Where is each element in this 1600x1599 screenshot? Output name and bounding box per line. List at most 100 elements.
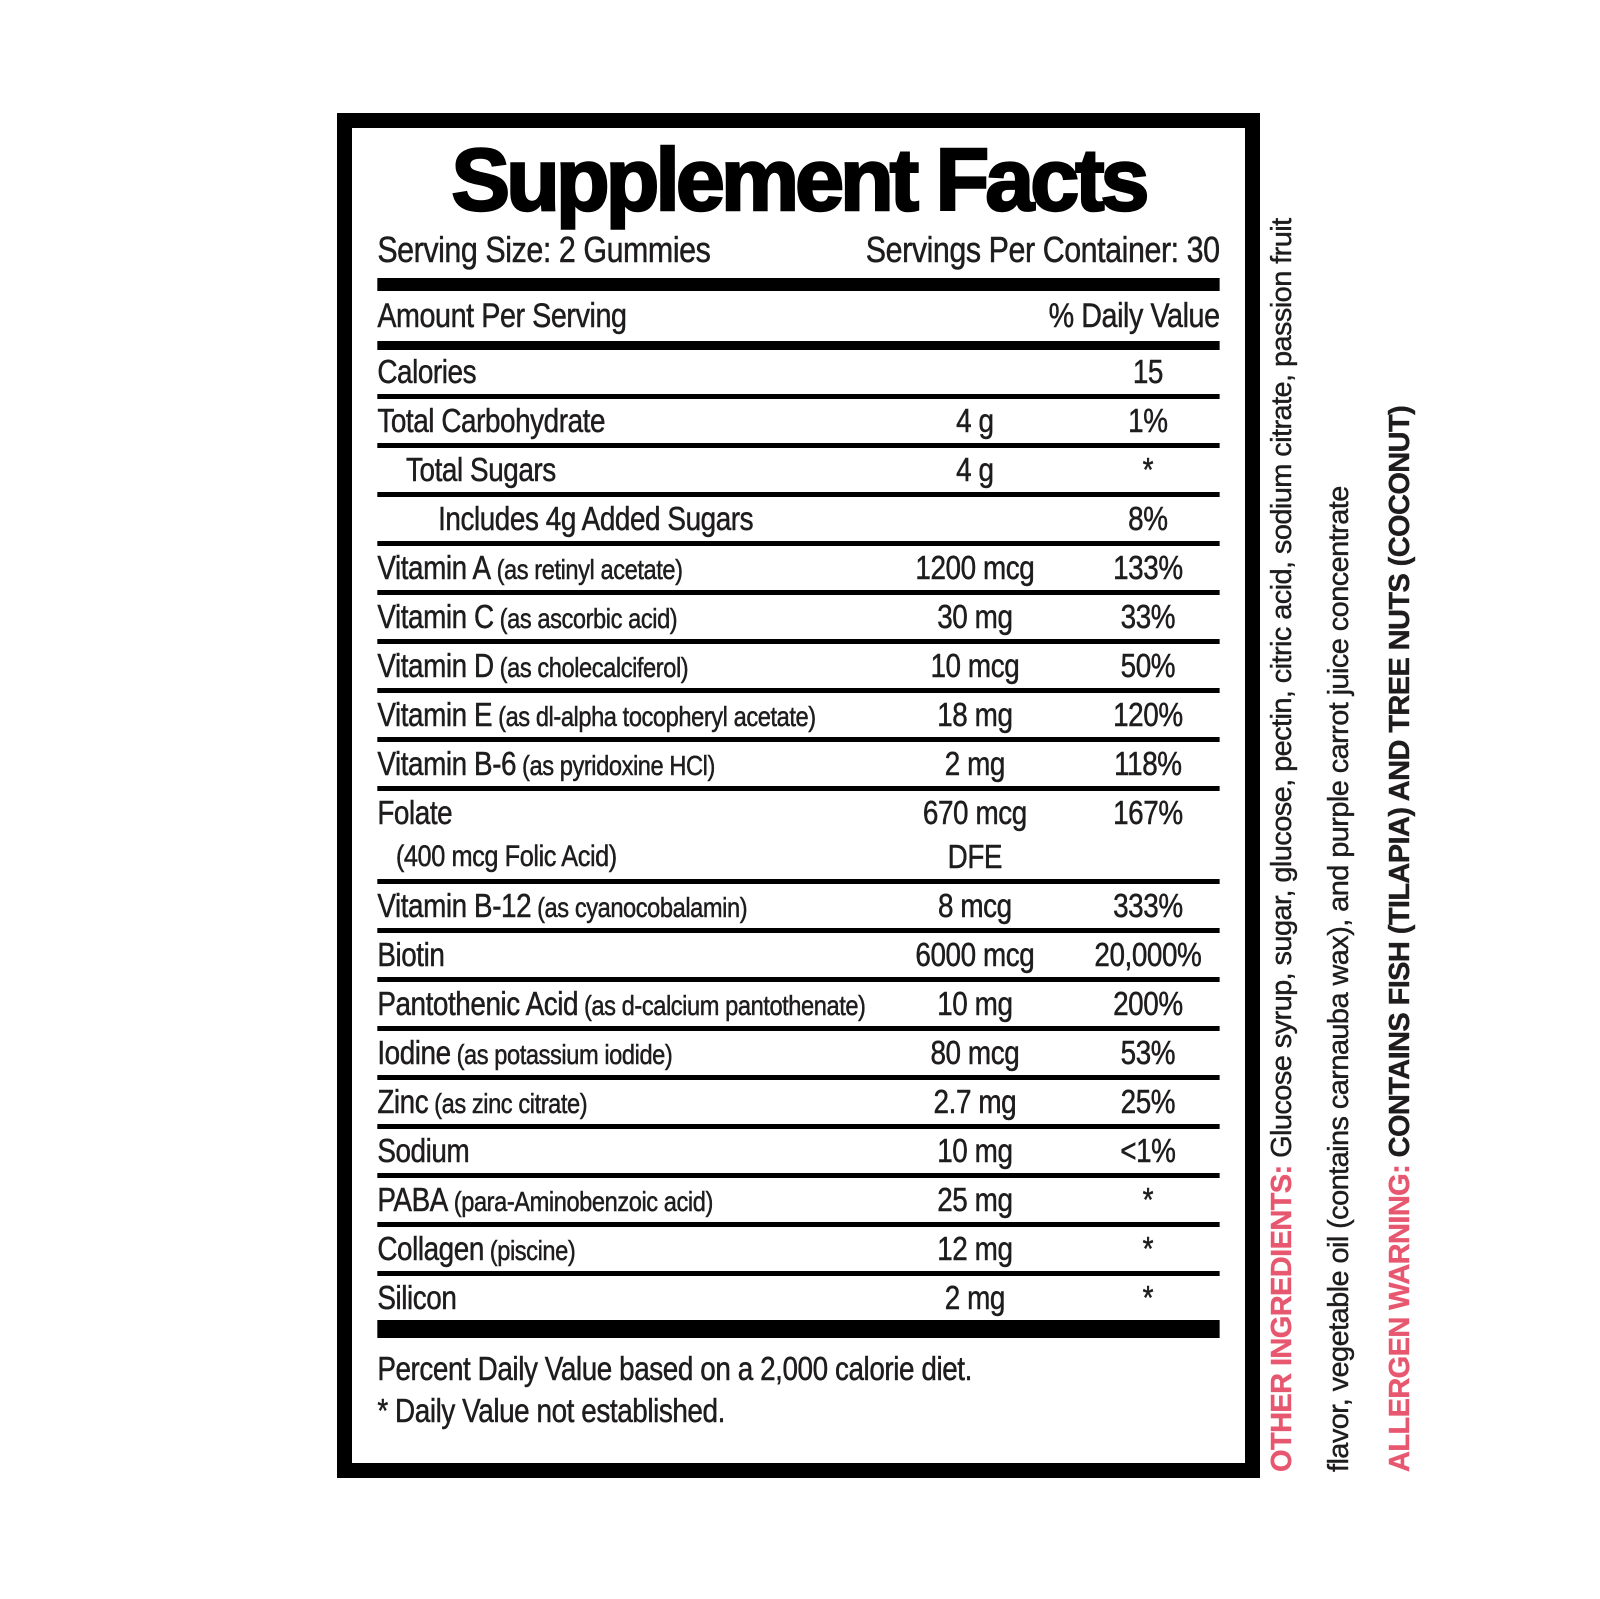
- nutrient-table: Calories 15 Total Carbohydrate 4 g 1% To…: [377, 350, 1220, 1325]
- table-row: Silicon 2 mg *: [377, 1276, 1220, 1325]
- nutrient-amount-cell: 25 mg: [937, 1181, 1013, 1219]
- nutrient-name-cell: Vitamin C (as ascorbic acid): [377, 598, 678, 636]
- nutrient-dv-cell: <1%: [1120, 1132, 1176, 1170]
- other-ingredients-label: OTHER INGREDIENTS:: [1266, 1165, 1298, 1472]
- table-row: Total Sugars 4 g *: [377, 448, 1220, 497]
- nutrient-name-cell: Folate (400 mcg Folic Acid): [377, 794, 617, 874]
- nutrient-amount-cell: 6000 mcg: [915, 936, 1035, 974]
- other-ingredients-text-1: Glucose syrup, sugar, glucose, pectin, c…: [1266, 218, 1298, 1166]
- nutrient-name-cell: Sodium: [377, 1132, 470, 1170]
- nutrient-name-cell: Collagen (piscine): [377, 1230, 576, 1268]
- nutrient-amount-cell: 10 mcg: [930, 647, 1020, 685]
- nutrient-amount-cell: 2.7 mg: [933, 1083, 1017, 1121]
- allergen-warning-text: CONTAINS FISH (TILAPIA) AND TREE NUTS (C…: [1384, 405, 1416, 1165]
- nutrient-dv-cell: 33%: [1120, 598, 1176, 636]
- nutrient-dv-cell: 118%: [1114, 745, 1182, 783]
- nutrient-amount-cell: 2 mg: [944, 1279, 1006, 1317]
- nutrient-name-cell: Zinc (as zinc citrate): [377, 1083, 588, 1121]
- table-row: Iodine (as potassium iodide) 80 mcg 53%: [377, 1031, 1220, 1080]
- nutrient-name-cell: Vitamin B-12 (as cyanocobalamin): [377, 887, 748, 925]
- nutrient-dv-cell: *: [1142, 451, 1154, 489]
- nutrient-dv-cell: *: [1142, 1181, 1154, 1219]
- table-row: Folate (400 mcg Folic Acid) 670 mcg DFE …: [377, 791, 1220, 884]
- nutrient-name-cell: Vitamin A (as retinyl acetate): [377, 549, 683, 587]
- nutrient-amount-cell: 30 mg: [937, 598, 1013, 636]
- table-row: Biotin 6000 mcg 20,000%: [377, 933, 1220, 982]
- table-row: Vitamin C (as ascorbic acid) 30 mg 33%: [377, 595, 1220, 644]
- table-row: Sodium 10 mg <1%: [377, 1129, 1220, 1178]
- nutrient-dv-cell: 15: [1132, 353, 1164, 391]
- table-row: Total Carbohydrate 4 g 1%: [377, 399, 1220, 448]
- panel-inner: Supplement Facts Serving Size: 2 Gummies…: [352, 128, 1245, 1432]
- table-row: Vitamin E (as dl-alpha tocopheryl acetate…: [377, 693, 1220, 742]
- nutrient-amount-cell: 80 mcg: [930, 1034, 1020, 1072]
- divider-thick: [377, 1325, 1220, 1338]
- nutrient-name-cell: Vitamin D (as cholecalciferol): [377, 647, 689, 685]
- nutrient-name-cell: Iodine (as potassium iodide): [377, 1034, 673, 1072]
- other-ingredients-line-1: OTHER INGREDIENTS: Glucose syrup, sugar,…: [1254, 100, 1311, 1472]
- table-row: Pantothenic Acid (as d-calcium pantothena…: [377, 982, 1220, 1031]
- table-row: Collagen (piscine) 12 mg *: [377, 1227, 1220, 1276]
- nutrient-dv-cell: 25%: [1120, 1083, 1176, 1121]
- nutrient-name-cell: PABA (para-Aminobenzoic acid): [377, 1181, 713, 1219]
- side-vertical-text: OTHER INGREDIENTS: Glucose syrup, sugar,…: [1254, 100, 1444, 1472]
- nutrient-name-cell: Pantothenic Acid (as d-calcium pantothena…: [377, 985, 866, 1023]
- nutrient-amount-cell: 18 mg: [937, 696, 1013, 734]
- table-header-row: Amount Per Serving % Daily Value: [377, 291, 1220, 341]
- servings-per-container: Servings Per Container: 30: [865, 229, 1221, 271]
- table-row: Vitamin A (as retinyl acetate) 1200 mcg 1…: [377, 546, 1220, 595]
- nutrient-dv-cell: *: [1142, 1279, 1154, 1317]
- nutrient-dv-cell: *: [1142, 1230, 1154, 1268]
- serving-size: Serving Size: 2 Gummies: [377, 229, 711, 271]
- nutrient-amount-cell: 2 mg: [944, 745, 1006, 783]
- footnote-not-established: * Daily Value not established.: [377, 1392, 725, 1430]
- nutrient-name-cell: Vitamin B-6 (as pyridoxine HCl): [377, 745, 715, 783]
- nutrient-dv-cell: 20,000%: [1094, 936, 1202, 974]
- divider-medium: [377, 341, 1220, 350]
- nutrient-amount-cell: 8 mcg: [937, 887, 1013, 925]
- allergen-warning-line: ALLERGEN WARNING: CONTAINS FISH (TILAPIA…: [1372, 100, 1429, 1473]
- nutrient-dv-cell: 50%: [1120, 647, 1176, 685]
- nutrient-amount-cell: 12 mg: [937, 1230, 1013, 1268]
- nutrient-name-cell: Calories: [377, 353, 477, 391]
- nutrient-dv-cell: 8%: [1128, 500, 1168, 538]
- nutrient-amount-cell: 4 g: [956, 402, 994, 440]
- nutrient-amount-cell: 10 mg: [937, 1132, 1013, 1170]
- amount-per-serving-header: Amount Per Serving: [377, 296, 627, 335]
- nutrient-dv-cell: 200%: [1113, 985, 1183, 1023]
- table-row: Vitamin B-6 (as pyridoxine HCl) 2 mg 118%: [377, 742, 1220, 791]
- nutrient-dv-cell: 1%: [1128, 402, 1168, 440]
- nutrient-name-cell: Silicon: [377, 1279, 457, 1317]
- allergen-warning-label: ALLERGEN WARNING:: [1384, 1164, 1416, 1473]
- table-row: Vitamin D (as cholecalciferol) 10 mcg 50%: [377, 644, 1220, 693]
- nutrient-amount-cell: 10 mg: [937, 985, 1013, 1023]
- panel-title-wrap: Supplement Facts: [377, 130, 1219, 229]
- nutrient-name-cell: Total Carbohydrate: [377, 402, 606, 440]
- nutrient-name-cell: Biotin: [377, 936, 445, 974]
- other-ingredients-line-2: flavor, vegetable oil (contains carnauba…: [1323, 486, 1355, 1472]
- nutrient-name-cell: Total Sugars: [406, 451, 557, 489]
- footnotes: Percent Daily Value based on a 2,000 cal…: [377, 1348, 1219, 1432]
- nutrient-dv-cell: 133%: [1113, 549, 1183, 587]
- nutrient-dv-cell: 53%: [1120, 1034, 1176, 1072]
- nutrient-dv-cell: 120%: [1113, 696, 1183, 734]
- footnote-daily-value: Percent Daily Value based on a 2,000 cal…: [377, 1350, 972, 1388]
- table-row: Calories 15: [377, 350, 1220, 399]
- allergen-warning: ALLERGEN WARNING: CONTAINS FISH (TILAPIA…: [1372, 100, 1429, 1473]
- nutrient-amount-cell: 4 g: [956, 451, 994, 489]
- nutrient-name-cell: Vitamin E (as dl-alpha tocopheryl acetate…: [377, 696, 816, 734]
- table-row: PABA (para-Aminobenzoic acid) 25 mg *: [377, 1178, 1220, 1227]
- serving-row: Serving Size: 2 Gummies Servings Per Con…: [377, 228, 1221, 272]
- nutrient-name-cell: Includes 4g Added Sugars: [438, 500, 754, 538]
- panel-title: Supplement Facts: [450, 130, 1151, 229]
- table-row: Includes 4g Added Sugars 8%: [377, 497, 1220, 546]
- nutrient-dv-cell: 167%: [1113, 794, 1183, 832]
- nutrient-amount-cell: 1200 mcg: [915, 549, 1035, 587]
- nutrient-amount-cell: 670 mcg DFE: [922, 794, 1028, 876]
- nutrient-dv-cell: 333%: [1113, 887, 1183, 925]
- supplement-facts-panel: Supplement Facts Serving Size: 2 Gummies…: [337, 113, 1260, 1478]
- other-ingredients: OTHER INGREDIENTS: Glucose syrup, sugar,…: [1254, 100, 1368, 1472]
- table-row: Zinc (as zinc citrate) 2.7 mg 25%: [377, 1080, 1220, 1129]
- daily-value-header: % Daily Value: [1048, 296, 1220, 335]
